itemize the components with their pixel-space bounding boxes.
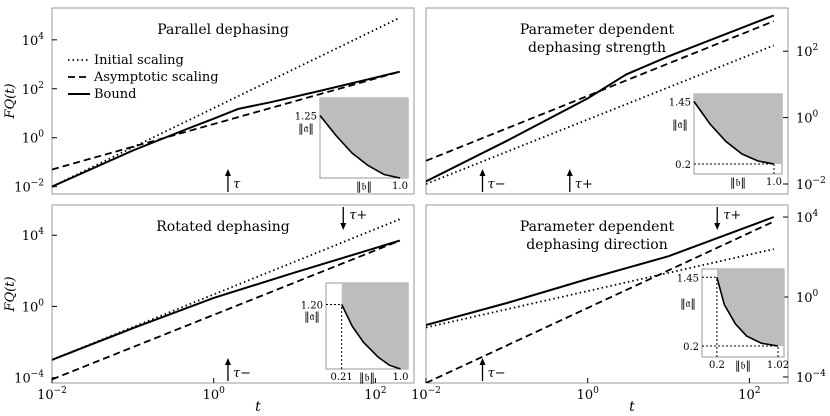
marker-label: τ−	[488, 366, 506, 381]
y-tick-label: 102	[22, 81, 44, 98]
y-tick-label: 104	[796, 209, 819, 226]
inset: 1.20 0.21 1.0 ‖𝔞‖ ‖𝔟‖	[301, 282, 409, 385]
y-tick-label: 100	[796, 110, 819, 127]
y-tick-label: 100	[22, 298, 45, 315]
inset-feasible-region	[320, 98, 408, 178]
series-dotted	[426, 248, 774, 329]
x-tick-label: 102	[738, 386, 760, 403]
inset-feasible-region	[716, 269, 784, 346]
series-dotted	[426, 44, 775, 185]
x-tick-label: 10−2	[411, 386, 441, 403]
panel-frame	[51, 204, 415, 384]
series-solid	[426, 216, 775, 326]
marker-label: τ−	[488, 177, 506, 192]
y-tick-label: 104	[22, 32, 45, 49]
panel-3: Rotated dephasing 104 100 10−410−2 100 102 FQ(…	[3, 204, 415, 415]
x-tick-label: 100	[577, 386, 600, 403]
y-tick-label: 104	[22, 227, 45, 244]
marker-label: τ	[233, 177, 241, 192]
panel-title: Parameter dependent dephasing strength	[520, 22, 675, 56]
inset-y-mark: 1.45	[677, 273, 699, 284]
marker-arrowhead	[224, 358, 231, 365]
marker-label: τ+	[723, 208, 741, 223]
inset-x-label: ‖𝔟‖	[356, 180, 372, 194]
panel-frame	[425, 7, 789, 195]
inset-y-label: ‖𝔞‖	[298, 122, 314, 136]
legend-label: Asymptotic scaling	[93, 70, 219, 85]
inset-boundary-curve	[319, 115, 401, 179]
y-tick-label: 100	[22, 130, 45, 147]
panel-1: Parallel dephasing 104 102 100 10−2 FQ(t) Init…	[3, 7, 415, 196]
inset-y-label: ‖𝔞‖	[672, 118, 688, 132]
panel-frame	[51, 7, 415, 195]
y-tick-label: 10−4	[14, 370, 44, 387]
inset-x-mark: 1.02	[767, 360, 789, 371]
y-tick-label: 10−2	[14, 179, 44, 196]
inset-x-mark: 0.2	[709, 360, 725, 371]
inset-y-mark: 0.2	[683, 342, 699, 353]
marker-label: τ−	[233, 366, 251, 381]
x-axis-label: t	[255, 399, 261, 415]
x-tick-label: 100	[203, 386, 226, 403]
legend-label: Bound	[94, 87, 136, 102]
series-solid	[426, 14, 775, 183]
x-tick-label: 102	[364, 386, 386, 403]
y-tick-label: 102	[796, 43, 818, 60]
inset-boundary-curve	[716, 277, 779, 347]
marker-label: τ+	[575, 177, 593, 192]
inset-feasible-region	[341, 283, 408, 369]
panel-title: Parameter dependent dephasing direction	[520, 219, 675, 253]
inset-y-label: ‖𝔞‖	[680, 297, 696, 311]
inset-feasible-region	[694, 94, 782, 164]
marker-arrowhead	[479, 358, 486, 365]
inset-y-mark: 1.45	[669, 98, 691, 109]
inset-x-mark: 0.21	[331, 372, 353, 383]
series-dotted	[52, 16, 401, 188]
inset-y-mark: 1.20	[301, 301, 323, 312]
y-axis-label: FQ(t)	[3, 276, 18, 312]
inset-x-mark: 1.0	[393, 372, 409, 383]
inset: 1.45 0.2 1.0 ‖𝔞‖ ‖𝔟‖	[669, 93, 783, 190]
panel-2: Parameter dependent dephasing strength 102…	[425, 7, 826, 195]
panel-frame	[425, 204, 789, 384]
series-dashed	[52, 239, 401, 381]
inset-y-mark: 1.25	[295, 112, 317, 123]
y-tick-label: 100	[796, 289, 819, 306]
inset-boundary-curve	[693, 101, 775, 165]
x-axis-label: t	[629, 399, 635, 415]
marker-arrowhead	[566, 169, 573, 176]
x-tick-label: 10−2	[37, 386, 67, 403]
series-dashed	[52, 70, 401, 171]
series-solid	[52, 239, 401, 361]
marker-arrowhead	[714, 223, 721, 230]
marker-arrowhead	[340, 223, 347, 230]
inset-y-label: ‖𝔞‖	[304, 310, 320, 324]
panel-title: Rotated dephasing	[156, 219, 290, 235]
inset: 1.45 0.2 0.2 1.02 ‖𝔞‖ ‖𝔟‖	[677, 268, 789, 373]
legend-label: Initial scaling	[94, 53, 184, 68]
inset-x-label: ‖𝔟‖	[730, 176, 746, 190]
y-axis-label: FQ(t)	[3, 83, 18, 119]
panel-title: Parallel dephasing	[157, 22, 289, 38]
inset-x-mark: 1.0	[766, 177, 782, 188]
series-dashed	[426, 220, 775, 383]
inset-x-mark: 1.0	[392, 181, 408, 192]
inset-boundary-curve	[340, 304, 401, 370]
marker-arrowhead	[479, 169, 486, 176]
inset-x-label: ‖𝔟‖	[359, 371, 375, 385]
marker-label: τ+	[349, 208, 367, 223]
panel-4: Parameter dependent dephasing direction 10…	[411, 204, 826, 415]
y-tick-label: 10−4	[796, 369, 826, 386]
inset: 1.25 1.0 ‖𝔞‖ ‖𝔟‖	[295, 97, 409, 194]
series-solid	[52, 70, 401, 188]
inset-y-mark: 0.2	[675, 160, 691, 171]
inset-x-label: ‖𝔟‖	[735, 359, 751, 373]
marker-arrowhead	[224, 169, 231, 176]
y-tick-label: 10−2	[796, 176, 826, 193]
